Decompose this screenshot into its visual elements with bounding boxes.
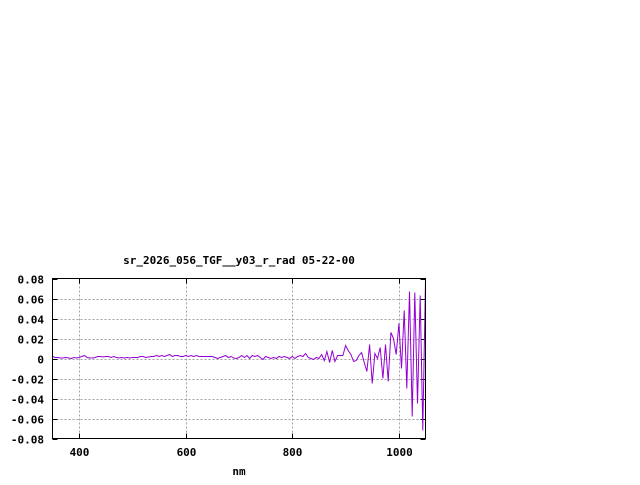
grid xyxy=(52,278,426,439)
x-tick-label: 800 xyxy=(283,446,303,459)
y-tick-label: 0.08 xyxy=(18,274,45,287)
x-axis: 400 600 800 1000 xyxy=(70,278,413,459)
x-tick-label: 400 xyxy=(70,446,90,459)
y-tick-label: -0.02 xyxy=(11,374,44,387)
x-tick-label: 1000 xyxy=(386,446,413,459)
x-tick-label: 600 xyxy=(177,446,197,459)
y-tick-label: -0.08 xyxy=(11,434,44,447)
y-tick-label: -0.04 xyxy=(11,394,44,407)
y-axis: -0.08 -0.06 -0.04 -0.02 0 0.02 0.04 0.06 0.08 xyxy=(11,274,426,447)
y-tick-label: 0.06 xyxy=(18,294,45,307)
x-axis-label: nm xyxy=(232,465,246,478)
y-tick-label: 0.04 xyxy=(18,314,45,327)
series-line xyxy=(52,280,426,431)
y-tick-label: -0.06 xyxy=(11,414,44,427)
chart-title: sr_2026_056_TGF__y03_r_rad 05-22-00 xyxy=(123,254,355,267)
y-tick-label: 0.02 xyxy=(18,334,45,347)
plot-border xyxy=(52,278,426,439)
y-tick-label: 0 xyxy=(37,354,44,367)
